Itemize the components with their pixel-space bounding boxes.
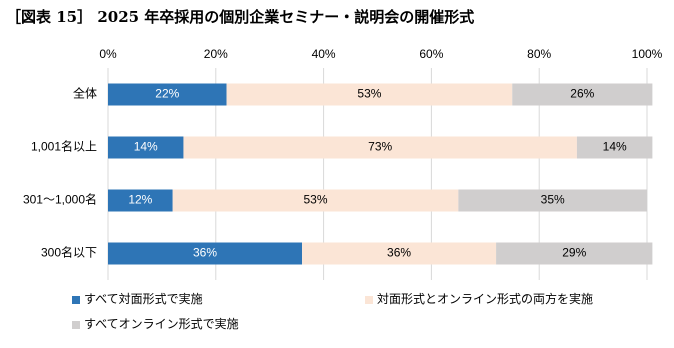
bar-segment [226, 83, 513, 106]
data-label: 36% [193, 246, 217, 260]
bar-segment [458, 189, 647, 212]
x-tick-label: 20% [204, 47, 228, 61]
bar-segment [512, 83, 653, 106]
bar-segment [576, 136, 653, 159]
data-label: 14% [603, 140, 627, 154]
data-label: 22% [155, 87, 179, 101]
bar-segment [108, 189, 173, 212]
data-label: 26% [570, 87, 594, 101]
legend-swatch [365, 296, 373, 304]
x-tick-label: 60% [419, 47, 443, 61]
y-tick-label: 1,001名以上 [31, 139, 97, 154]
bar-segment [108, 242, 303, 265]
data-label: 14% [134, 140, 158, 154]
x-tick-label: 100% [632, 47, 663, 61]
x-tick-label: 0% [99, 47, 117, 61]
data-label: 53% [303, 193, 327, 207]
x-tick-label: 80% [527, 47, 551, 61]
bar-segment [302, 242, 497, 265]
y-tick-label: 301～1,000名 [23, 192, 97, 207]
y-tick-label: 全体 [73, 86, 97, 101]
bar-segment [172, 189, 459, 212]
data-label: 29% [562, 246, 586, 260]
legend-swatch [72, 296, 80, 304]
y-tick-label: 300名以下 [41, 245, 97, 260]
legend-label: すべて対面形式で実施 [84, 291, 203, 306]
legend-label: すべてオンライン形式で実施 [84, 316, 239, 331]
data-label: 35% [541, 193, 565, 207]
bar-segment [108, 136, 184, 159]
legend-swatch [72, 321, 80, 329]
x-tick-label: 40% [312, 47, 336, 61]
data-label: 53% [357, 87, 381, 101]
data-label: 73% [368, 140, 392, 154]
bar-segment [108, 83, 227, 106]
data-label: 36% [387, 246, 411, 260]
bar-segment [496, 242, 653, 265]
data-label: 12% [128, 193, 152, 207]
chart-title: ［図表 15］ 2025 年卒採用の個別企業セミナー・説明会の開催形式 [6, 8, 474, 26]
legend-label: 対面形式とオンライン形式の両方を実施 [377, 291, 593, 306]
bar-segment [183, 136, 577, 159]
